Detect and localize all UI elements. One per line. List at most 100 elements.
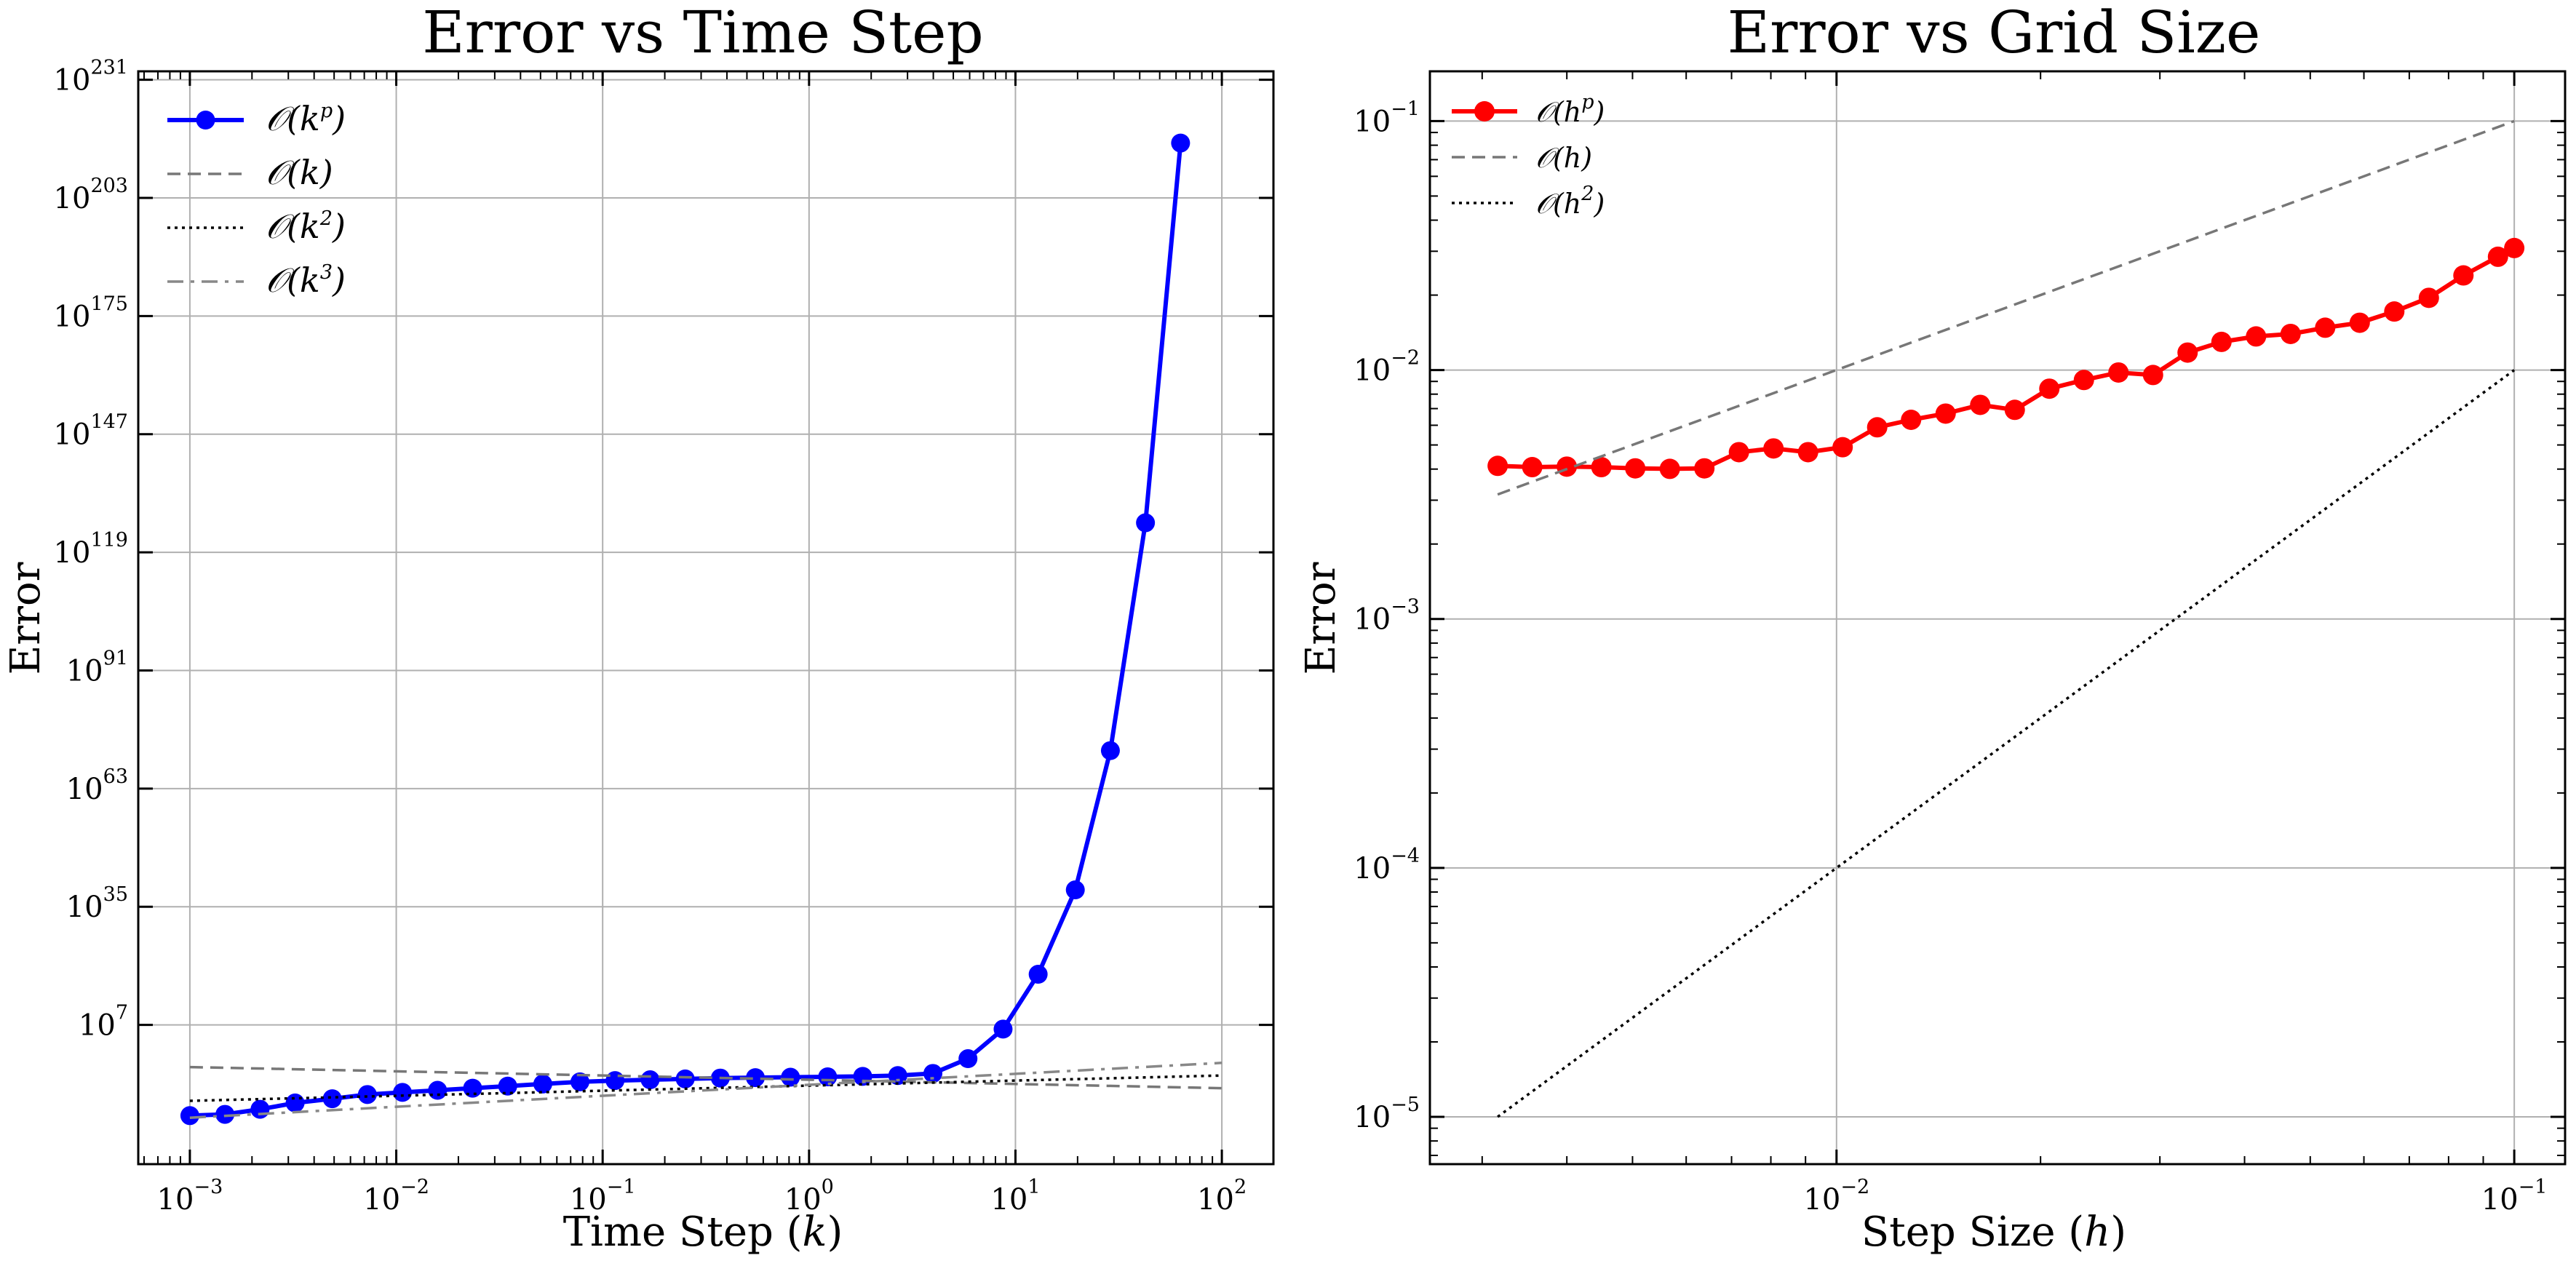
legend-label: 𝒪(h2): [1535, 183, 1605, 220]
data-point: [1171, 133, 1190, 153]
left-chart-grid: [138, 71, 1273, 1164]
data-point: [2504, 237, 2525, 258]
legend-label: 𝒪(k): [266, 153, 333, 192]
y-tick-label: 10−3: [1353, 596, 1420, 637]
data-point: [1659, 458, 1680, 479]
data-point: [675, 1069, 695, 1088]
x-tick-label: 102: [1197, 1176, 1247, 1217]
data-point: [1136, 513, 1156, 533]
data-point: [428, 1080, 448, 1100]
y-tick-label: 10231: [54, 57, 128, 97]
x-tick-label: 101: [990, 1176, 1040, 1217]
data-point: [1901, 409, 1922, 430]
data-point: [993, 1019, 1013, 1039]
data-point: [1728, 442, 1749, 463]
legend-label: 𝒪(kp): [266, 99, 346, 138]
y-tick-label: 10−1: [1353, 97, 1420, 138]
data-point: [605, 1071, 625, 1091]
right-chart-legend: 𝒪(hp) 𝒪(h) 𝒪(h2): [1452, 91, 1605, 220]
left-chart-title: Error vs Time Step: [422, 0, 983, 66]
data-point: [2384, 301, 2405, 322]
x-tick-label: 10−2: [1803, 1176, 1869, 1217]
data-point: [1557, 456, 1578, 477]
data-point: [215, 1104, 235, 1124]
x-tick-label: 10−1: [570, 1176, 636, 1217]
data-point: [250, 1099, 270, 1119]
data-point: [1487, 455, 1508, 477]
right-chart-ticks: 10−2 10−1 10−5 10−4 10−3 10−2 10−1: [1353, 71, 2565, 1217]
data-point: [1591, 457, 1612, 478]
legend-label: 𝒪(hp): [1535, 91, 1605, 128]
data-point: [958, 1049, 978, 1069]
data-point: [357, 1085, 377, 1104]
legend-marker: [196, 111, 215, 130]
y-tick-label: 10147: [54, 411, 128, 452]
right-chart-grid: [1430, 71, 2565, 1164]
data-point: [1625, 458, 1646, 479]
series-line-3: [189, 1062, 1223, 1119]
y-tick-label: 1035: [66, 883, 128, 924]
x-tick-label: 10−2: [363, 1176, 429, 1217]
data-point: [1832, 437, 1853, 458]
y-tick-label: 10−5: [1353, 1094, 1420, 1134]
x-tick-label: 100: [784, 1176, 834, 1217]
data-point: [463, 1078, 482, 1098]
right-chart: Error vs Grid Size Step Size (h) Error 1…: [1297, 0, 2567, 1256]
data-point: [1970, 394, 1991, 415]
left-chart-ylabel: Error: [2, 562, 49, 674]
series-line-1: [1497, 119, 2515, 496]
series-line-2: [189, 1074, 1223, 1102]
legend-label: 𝒪(h): [1535, 142, 1592, 174]
right-chart-series: [1487, 119, 2525, 1118]
left-chart-series: [180, 133, 1223, 1126]
x-tick-label: 10−3: [157, 1176, 223, 1217]
series-line-2: [1497, 369, 2516, 1118]
y-tick-label: 10119: [54, 529, 128, 570]
data-point: [746, 1068, 766, 1088]
data-point: [2211, 331, 2232, 352]
data-point: [1867, 417, 1888, 438]
left-chart: Error vs Time Step Time Step (k) Error 1…: [2, 0, 1275, 1256]
data-point: [1100, 741, 1120, 760]
x-tick-label: 10−1: [2481, 1176, 2548, 1217]
y-tick-label: 10175: [54, 292, 128, 333]
data-point: [2246, 326, 2267, 347]
data-point: [2108, 362, 2129, 383]
y-tick-label: 10−2: [1353, 347, 1420, 388]
data-point: [570, 1072, 589, 1091]
right-chart-frame: [1428, 70, 2567, 1166]
series-line-0: [1497, 246, 2516, 471]
right-chart-title: Error vs Grid Size: [1728, 0, 2261, 66]
y-tick-label: 10−4: [1353, 845, 1420, 885]
data-point: [2004, 399, 2025, 421]
y-tick-label: 1063: [66, 765, 128, 806]
data-point: [2418, 287, 2439, 308]
y-tick-label: 10203: [54, 175, 128, 215]
data-point: [1522, 457, 1543, 478]
data-point: [923, 1064, 942, 1083]
data-point: [818, 1067, 838, 1086]
data-point: [285, 1093, 305, 1112]
left-chart-xlabel: Time Step (k): [563, 1209, 843, 1256]
data-point: [781, 1067, 800, 1087]
data-point: [1935, 403, 1956, 424]
left-chart-frame: [137, 70, 1275, 1166]
legend-marker: [1474, 101, 1495, 122]
series-line-1: [189, 1065, 1223, 1090]
legend-label: 𝒪(k2): [266, 207, 346, 246]
data-point: [2280, 323, 2301, 344]
data-point: [2315, 317, 2336, 338]
data-point: [1028, 965, 1048, 984]
data-point: [1694, 458, 1715, 479]
data-point: [180, 1106, 199, 1126]
right-chart-xlabel: Step Size (h): [1861, 1209, 2126, 1256]
data-point: [533, 1074, 552, 1094]
y-tick-label: 107: [79, 1002, 128, 1043]
right-chart-ylabel: Error: [1297, 562, 1345, 674]
data-point: [498, 1076, 517, 1096]
left-chart-ticks: 10−3 10−2 10−1 100 101 102 107 1035 1063 1091 1011…: [54, 57, 1273, 1217]
data-point: [2453, 265, 2474, 286]
data-point: [1065, 880, 1085, 900]
data-point: [322, 1089, 342, 1109]
